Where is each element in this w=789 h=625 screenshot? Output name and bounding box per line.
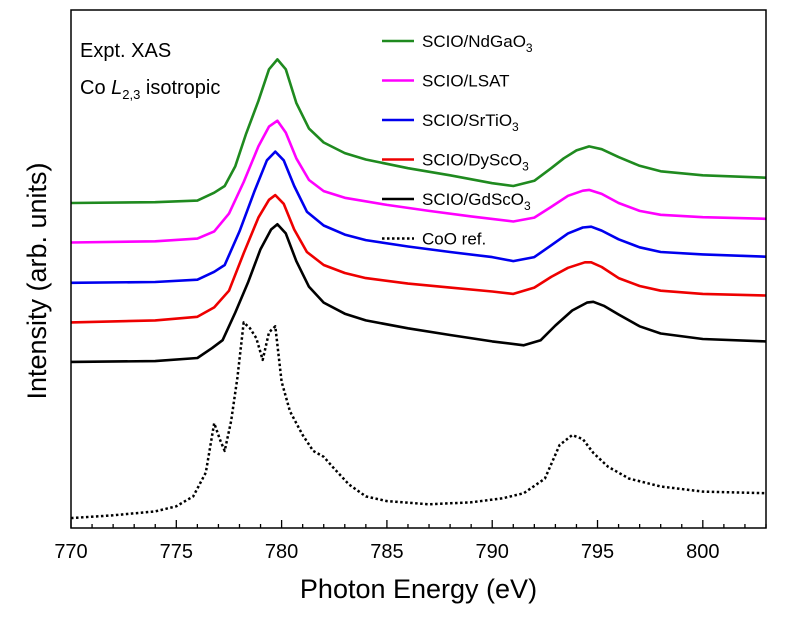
- x-tick-label: 790: [476, 541, 509, 563]
- legend: SCIO/NdGaO3 SCIO/LSAT SCIO/SrTiO3 SCIO/DySc…: [382, 32, 533, 249]
- legend-label-5: CoO ref.: [422, 230, 486, 249]
- annotation-line2: Co L2,3 isotropic: [80, 77, 220, 102]
- plot-frame: [70, 9, 767, 529]
- x-tick-label: 795: [581, 541, 614, 563]
- annotation-suffix: isotropic: [140, 77, 220, 99]
- annotation-line1: Expt. XAS: [80, 40, 171, 62]
- x-tick-label: 775: [160, 541, 193, 563]
- plot-lines: [70, 58, 767, 520]
- annotation-subscript: 2,3: [122, 87, 140, 102]
- x-axis-ticks: 770 775 780 785 790 795 800: [54, 520, 767, 563]
- legend-label-3: SCIO/DyScO3: [422, 151, 529, 174]
- x-tick-label: 770: [54, 541, 87, 563]
- x-axis-label: Photon Energy (eV): [300, 574, 537, 604]
- series-line-2: [70, 150, 767, 285]
- legend-label-1: SCIO/LSAT: [422, 72, 510, 91]
- x-tick-label: 800: [686, 541, 719, 563]
- legend-label-2: SCIO/SrTiO3: [422, 111, 519, 134]
- series-line-0: [70, 58, 767, 205]
- annotation-italic: L: [111, 77, 122, 99]
- annotation-box: Expt. XAS Co L2,3 isotropic: [80, 40, 220, 102]
- annotation-prefix: Co: [80, 77, 111, 99]
- series-line-5: [70, 321, 767, 520]
- x-tick-label: 780: [265, 541, 298, 563]
- legend-label-4: SCIO/GdScO3: [422, 190, 531, 213]
- y-axis-label: Intensity (arb. units): [22, 162, 52, 399]
- x-tick-label: 785: [370, 541, 403, 563]
- series-line-3: [70, 193, 767, 324]
- series-line-1: [70, 119, 767, 244]
- series-line-4: [70, 223, 767, 364]
- legend-label-0: SCIO/NdGaO3: [422, 32, 533, 55]
